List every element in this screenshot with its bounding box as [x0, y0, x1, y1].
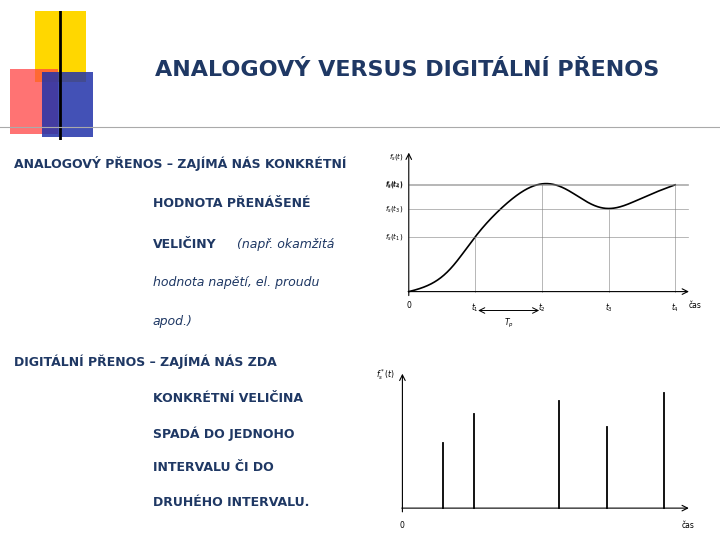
Text: čas: čas — [688, 301, 701, 310]
Text: $f_s(t_1)$: $f_s(t_1)$ — [385, 231, 403, 242]
Text: $t_1$: $t_1$ — [472, 301, 480, 314]
Text: ANALOGOVÝ VERSUS DIGITÁLNÍ PŘENOS: ANALOGOVÝ VERSUS DIGITÁLNÍ PŘENOS — [155, 60, 659, 80]
Text: $f_s(t_3)$: $f_s(t_3)$ — [385, 203, 403, 214]
Text: VELIČINY: VELIČINY — [153, 238, 217, 251]
Text: čas: čas — [682, 521, 695, 530]
Text: INTERVALU ČI DO: INTERVALU ČI DO — [153, 461, 274, 474]
Text: $f_s(t_4)$: $f_s(t_4)$ — [385, 179, 403, 191]
Text: $f_s(t)$: $f_s(t)$ — [389, 151, 403, 162]
Text: DRUHÉHO INTERVALU.: DRUHÉHO INTERVALU. — [153, 496, 310, 509]
Bar — [42, 72, 93, 137]
Text: $f_s^*(t)$: $f_s^*(t)$ — [376, 367, 395, 382]
Text: SPADÁ DO JEDNOHO: SPADÁ DO JEDNOHO — [153, 427, 294, 441]
Text: (např. okamžitá: (např. okamžitá — [233, 238, 335, 251]
Text: $f_s(t_2)$: $f_s(t_2)$ — [385, 178, 403, 190]
Text: $t_3$: $t_3$ — [605, 301, 613, 314]
Text: $t_4$: $t_4$ — [671, 301, 679, 314]
Text: 0: 0 — [400, 521, 405, 530]
Bar — [35, 11, 86, 82]
Text: hodnota napětí, el. proudu: hodnota napětí, el. proudu — [153, 276, 319, 289]
Text: DIGITÁLNÍ PŘENOS – ZAJÍMÁ NÁS ZDA: DIGITÁLNÍ PŘENOS – ZAJÍMÁ NÁS ZDA — [14, 355, 277, 369]
Text: apod.): apod.) — [153, 315, 193, 328]
Text: HODNOTA PŘENÁŠENÉ: HODNOTA PŘENÁŠENÉ — [153, 197, 310, 210]
Text: 0: 0 — [406, 301, 411, 310]
Text: KONKRÉTNÍ VELIČINA: KONKRÉTNÍ VELIČINA — [153, 392, 303, 404]
Text: $t_2$: $t_2$ — [538, 301, 546, 314]
Bar — [10, 69, 58, 134]
Text: $T_p$: $T_p$ — [504, 317, 513, 330]
Text: ANALOGOVÝ PŘENOS – ZAJÍMÁ NÁS KONKRÉTNÍ: ANALOGOVÝ PŘENOS – ZAJÍMÁ NÁS KONKRÉTNÍ — [14, 156, 347, 171]
